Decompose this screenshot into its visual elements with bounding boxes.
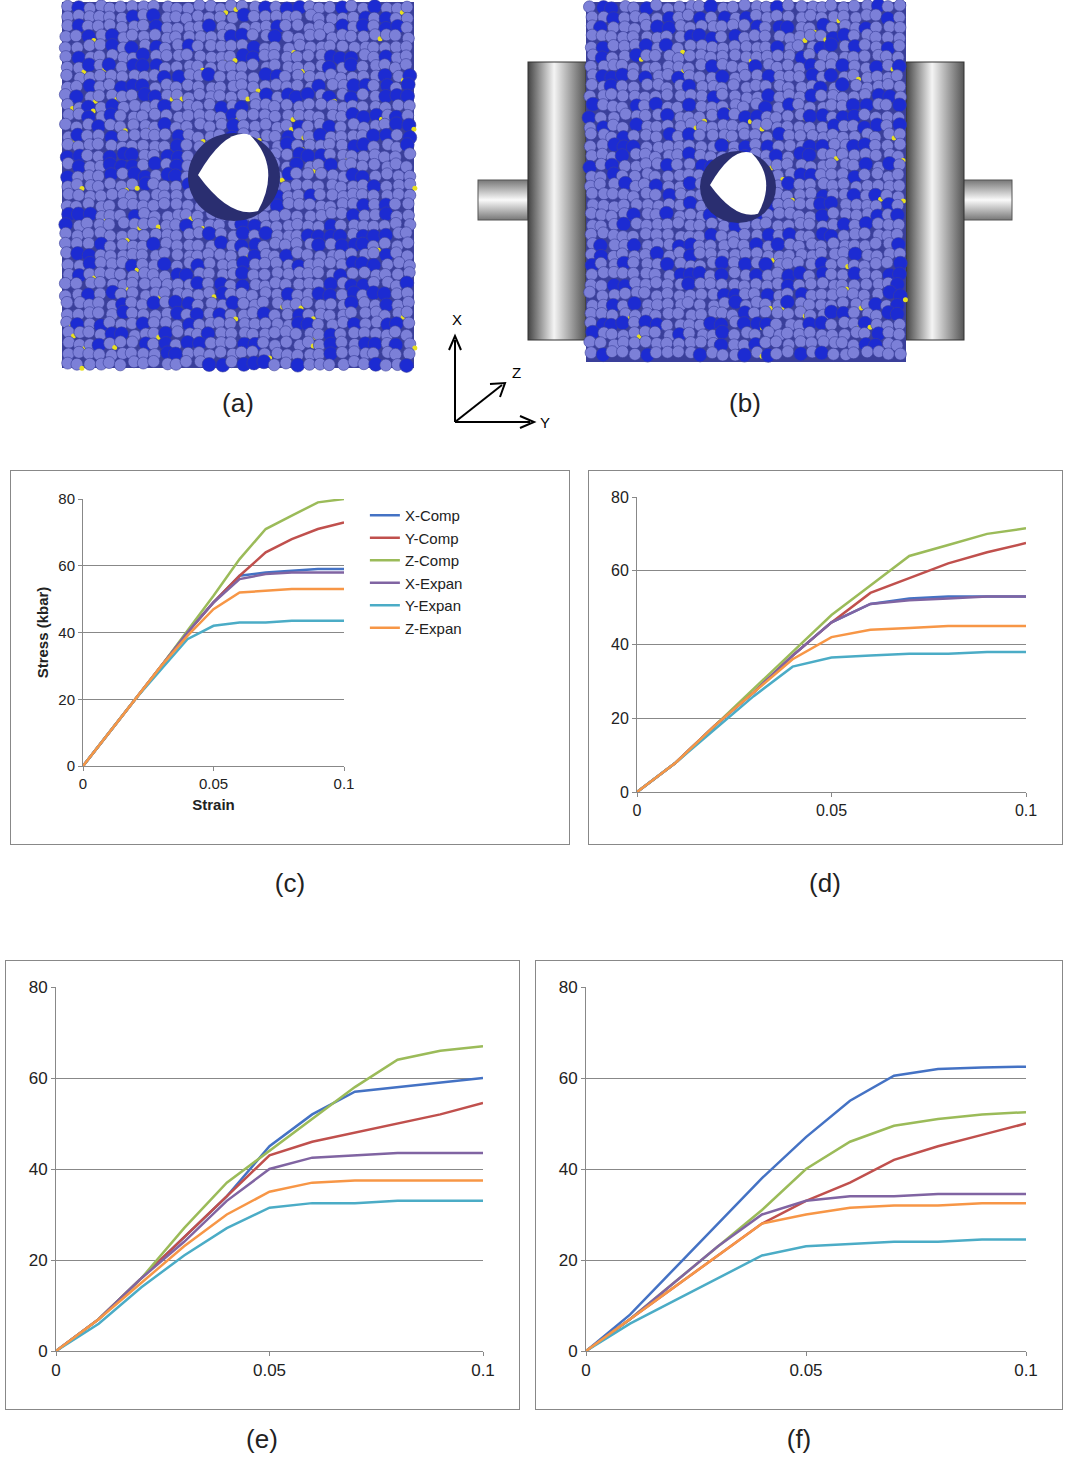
svg-text:0.1: 0.1 [334, 775, 355, 792]
svg-text:0: 0 [620, 784, 629, 801]
html-text:(d): (d) [809, 868, 841, 898]
svg-text:0: 0 [79, 775, 87, 792]
svg-text:(b): (b) [729, 388, 761, 418]
svg-text:40: 40 [611, 636, 629, 653]
svg-text:60: 60 [611, 562, 629, 579]
svg-text:0: 0 [568, 1342, 577, 1361]
svg-text:0: 0 [38, 1342, 47, 1361]
svg-text:20: 20 [559, 1251, 578, 1270]
svg-text:0: 0 [51, 1361, 60, 1380]
svg-text:0: 0 [633, 802, 642, 819]
svg-text:0.1: 0.1 [1015, 802, 1037, 819]
svg-text:Z-Expan: Z-Expan [405, 620, 462, 637]
svg-text:60: 60 [29, 1069, 48, 1088]
html-text:(c): (c) [274, 868, 306, 898]
svg-text:0.1: 0.1 [471, 1361, 495, 1380]
svg-text:0.05: 0.05 [253, 1361, 286, 1380]
svg-text:0.1: 0.1 [1014, 1361, 1038, 1380]
svg-text:40: 40 [29, 1160, 48, 1179]
html-text:(e): (e) [246, 1424, 278, 1454]
svg-text:Z-Comp: Z-Comp [405, 552, 459, 569]
svg-text:60: 60 [559, 1069, 578, 1088]
svg-text:0: 0 [67, 757, 75, 774]
svg-text:40: 40 [58, 624, 75, 641]
svg-text:80: 80 [58, 490, 75, 507]
svg-text:60: 60 [58, 557, 75, 574]
svg-text:0.05: 0.05 [816, 802, 847, 819]
svg-text:0: 0 [581, 1361, 590, 1380]
svg-text:0.05: 0.05 [789, 1361, 822, 1380]
svg-text:Stress (kbar): Stress (kbar) [34, 587, 51, 679]
svg-text:Y: Y [540, 414, 550, 431]
svg-text:20: 20 [611, 710, 629, 727]
svg-text:X-Expan: X-Expan [405, 575, 463, 592]
svg-text:20: 20 [29, 1251, 48, 1270]
svg-text:Y-Comp: Y-Comp [405, 530, 459, 547]
svg-text:Y-Expan: Y-Expan [405, 597, 461, 614]
svg-text:(a): (a) [222, 388, 254, 418]
svg-text:X: X [452, 311, 462, 328]
svg-text:40: 40 [559, 1160, 578, 1179]
html-text:(f): (f) [786, 1424, 812, 1454]
svg-text:80: 80 [29, 978, 48, 997]
svg-text:80: 80 [611, 489, 629, 506]
svg-text:X-Comp: X-Comp [405, 507, 460, 524]
svg-text:Strain: Strain [192, 796, 235, 813]
svg-text:80: 80 [559, 978, 578, 997]
svg-text:20: 20 [58, 691, 75, 708]
svg-text:Z: Z [512, 364, 521, 381]
svg-text:0.05: 0.05 [199, 775, 228, 792]
